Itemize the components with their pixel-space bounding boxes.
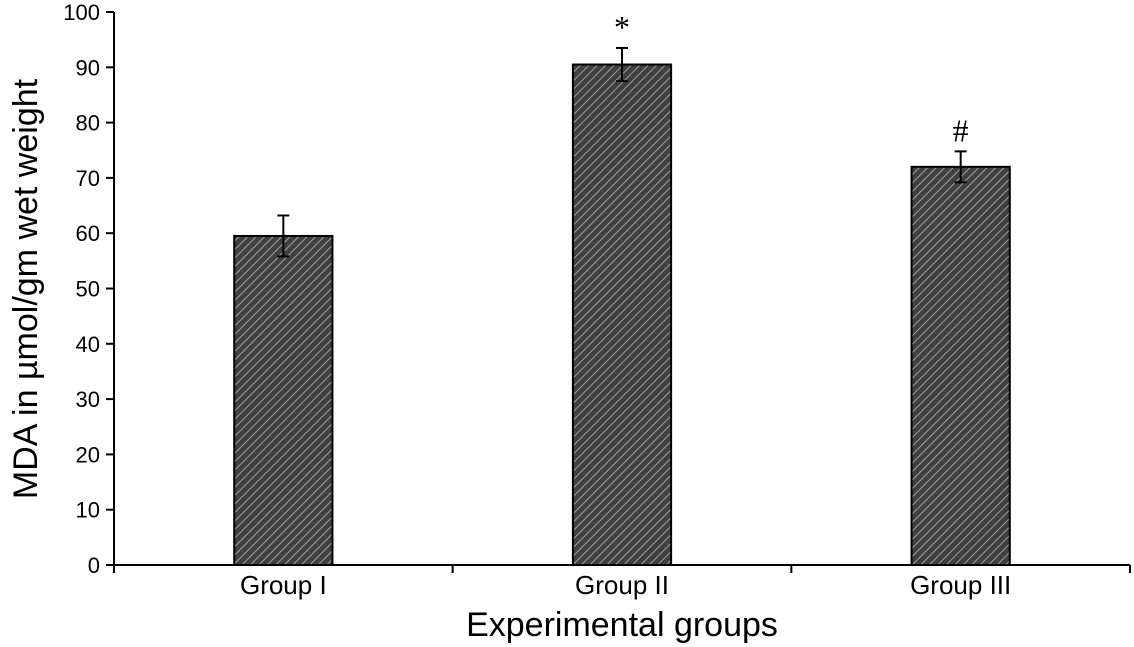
significance-marker: * (614, 9, 630, 45)
y-tick-label: 60 (76, 221, 100, 246)
y-tick-label: 80 (76, 111, 100, 136)
x-axis-title: Experimental groups (466, 606, 778, 644)
bar (571, 63, 673, 566)
bars (233, 63, 1011, 566)
y-tick-label: 50 (76, 277, 100, 302)
significance-marker: # (953, 112, 969, 148)
y-tick-label: 70 (76, 166, 100, 191)
y-ticks: 0 10 20 30 40 50 60 70 80 90 100 (63, 0, 114, 578)
x-tick-label: Group II (575, 570, 669, 600)
y-tick-label: 10 (76, 498, 100, 523)
x-tick-label: Group I (240, 570, 327, 600)
y-tick-label: 40 (76, 332, 100, 357)
y-tick-label: 20 (76, 442, 100, 467)
y-tick-label: 90 (76, 55, 100, 80)
y-axis-title: MDA in µmol/gm wet weight (7, 78, 45, 499)
x-tick-labels: Group I Group II Group III (240, 570, 1011, 600)
bar (233, 234, 334, 566)
x-tick-label: Group III (910, 570, 1011, 600)
y-tick-label: 30 (76, 387, 100, 412)
y-tick-label: 100 (63, 0, 100, 25)
bar (910, 165, 1011, 566)
y-tick-label: 0 (88, 553, 100, 578)
error-bars: *# (277, 9, 969, 258)
